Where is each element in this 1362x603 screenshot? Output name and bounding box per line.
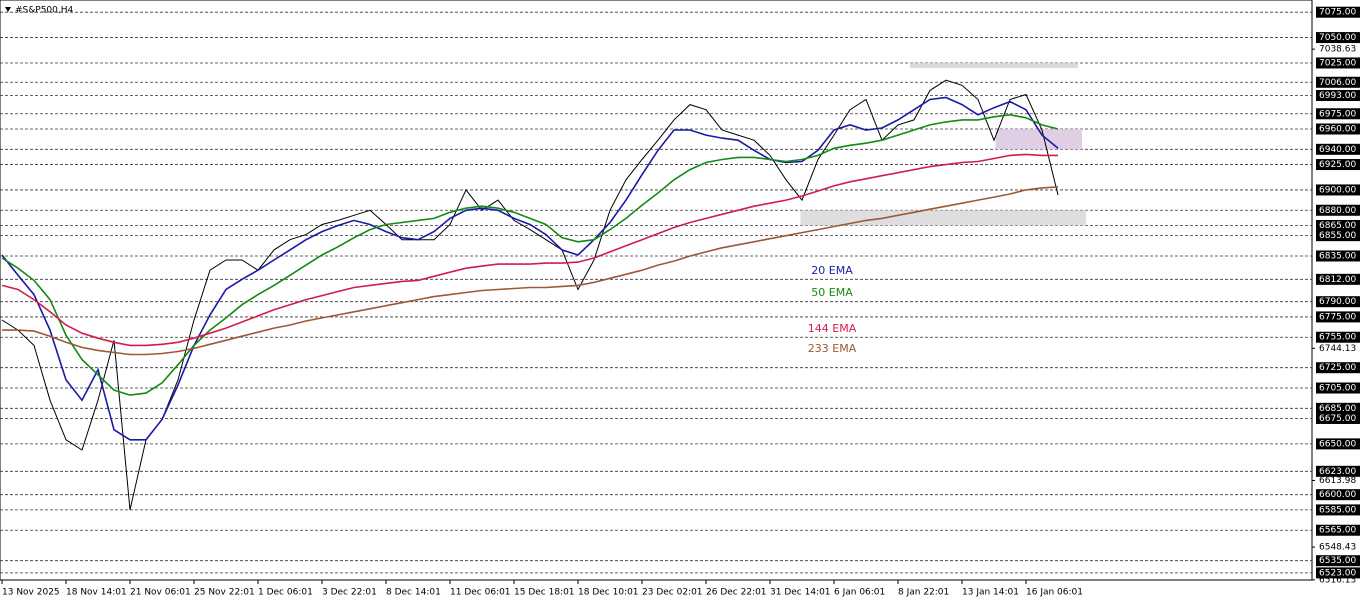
y-tick-label: 6516.13 — [1319, 575, 1356, 585]
level-label: 6855.00 — [1319, 231, 1356, 241]
level-label: 6675.00 — [1319, 414, 1356, 424]
level-label-bg — [1316, 382, 1360, 394]
level-label-bg — [1316, 489, 1360, 501]
level-label-bg — [1316, 250, 1360, 262]
level-label: 6880.00 — [1319, 206, 1356, 216]
level-label: 7025.00 — [1319, 58, 1356, 68]
level-label-bg — [1316, 524, 1360, 536]
level-label-bg — [1316, 6, 1360, 18]
level-label: 6900.00 — [1319, 185, 1356, 195]
level-label-bg — [1316, 567, 1360, 579]
level-label: 6685.00 — [1319, 404, 1356, 414]
x-tick-label: 26 Dec 22:01 — [706, 588, 767, 598]
y-tick-label: 7038.63 — [1319, 45, 1356, 55]
level-label-bg — [1316, 219, 1360, 231]
level-label: 6705.00 — [1319, 384, 1356, 394]
level-label-bg — [1316, 362, 1360, 374]
level-label-bg — [1316, 32, 1360, 44]
level-label: 7050.00 — [1319, 33, 1356, 43]
x-tick-label: 18 Nov 14:01 — [66, 588, 127, 598]
level-label: 6623.00 — [1319, 467, 1356, 477]
menu-arrow[interactable] — [5, 7, 11, 12]
level-label-bg — [1316, 108, 1360, 120]
legend-label: 144 EMA — [808, 322, 857, 335]
level-label: 6940.00 — [1319, 145, 1356, 155]
x-tick-label: 11 Dec 06:01 — [450, 588, 511, 598]
y-tick-label: 6744.13 — [1319, 344, 1356, 354]
level-label: 6812.00 — [1319, 275, 1356, 285]
level-label-bg — [1316, 311, 1360, 323]
x-tick-label: 13 Nov 2025 — [2, 588, 60, 598]
ema-line — [1, 153, 1058, 347]
level-label-bg — [1316, 57, 1360, 69]
level-label: 7006.00 — [1319, 78, 1356, 88]
level-label: 6535.00 — [1319, 556, 1356, 566]
level-label-bg — [1316, 184, 1360, 196]
level-label: 6835.00 — [1319, 251, 1356, 261]
y-tick-label: 6613.98 — [1319, 476, 1356, 486]
level-label-bg — [1316, 123, 1360, 135]
x-tick-label: 18 Dec 10:01 — [578, 588, 639, 598]
legend-label: 50 EMA — [811, 286, 853, 299]
ema-line — [2, 186, 1059, 356]
level-label: 6925.00 — [1319, 160, 1356, 170]
level-label-bg — [1316, 230, 1360, 242]
level-label: 6725.00 — [1319, 363, 1356, 373]
x-tick-label: 8 Dec 14:01 — [386, 588, 441, 598]
level-label-bg — [1316, 504, 1360, 516]
level-label: 6775.00 — [1319, 312, 1356, 322]
x-tick-label: 25 Nov 22:01 — [194, 588, 255, 598]
x-tick-label: 6 Jan 06:01 — [834, 588, 885, 598]
plot-frame — [0, 0, 1313, 581]
chart-title: #S&P500,H4 — [15, 6, 74, 16]
level-label-bg — [1316, 159, 1360, 171]
legend-label: 20 EMA — [811, 264, 853, 277]
level-label: 6585.00 — [1319, 505, 1356, 515]
ema-line — [1, 113, 1059, 396]
level-label-bg — [1316, 296, 1360, 308]
level-label: 6960.00 — [1319, 125, 1356, 135]
level-label: 6650.00 — [1319, 439, 1356, 449]
level-label-bg — [1316, 89, 1360, 101]
level-label: 6865.00 — [1319, 221, 1356, 231]
level-label: 6600.00 — [1319, 490, 1356, 500]
x-tick-label: 1 Dec 06:01 — [258, 588, 313, 598]
level-label: 6523.00 — [1319, 568, 1356, 578]
legend-label: 233 EMA — [808, 342, 857, 355]
x-tick-label: 16 Jan 06:01 — [1026, 588, 1083, 598]
x-tick-label: 13 Jan 14:01 — [962, 588, 1019, 598]
level-label: 6993.00 — [1319, 91, 1356, 101]
ema-line — [1, 96, 1059, 441]
level-label-bg — [1316, 204, 1360, 216]
y-tick-label: 6548.43 — [1319, 543, 1356, 553]
level-label: 6755.00 — [1319, 333, 1356, 343]
level-label-bg — [1316, 402, 1360, 414]
level-label-bg — [1316, 273, 1360, 285]
level-label-bg — [1316, 331, 1360, 343]
level-label: 6790.00 — [1319, 297, 1356, 307]
x-tick-label: 3 Dec 22:01 — [322, 588, 377, 598]
level-label-bg — [1316, 76, 1360, 88]
zone — [995, 129, 1082, 150]
level-label: 6975.00 — [1319, 109, 1356, 119]
level-label: 6565.00 — [1319, 526, 1356, 536]
zone — [800, 210, 1086, 226]
x-tick-label: 8 Jan 22:01 — [898, 588, 949, 598]
x-tick-label: 15 Dec 18:01 — [514, 588, 575, 598]
x-tick-label: 31 Dec 14:01 — [770, 588, 831, 598]
x-tick-label: 23 Dec 02:01 — [642, 588, 703, 598]
level-label-bg — [1316, 438, 1360, 450]
level-label-bg — [1316, 465, 1360, 477]
level-label: 7075.00 — [1319, 8, 1356, 18]
level-label-bg — [1316, 412, 1360, 424]
zone — [910, 62, 1078, 69]
x-tick-label: 21 Nov 06:01 — [130, 588, 191, 598]
level-label-bg — [1316, 555, 1360, 567]
level-label-bg — [1316, 143, 1360, 155]
